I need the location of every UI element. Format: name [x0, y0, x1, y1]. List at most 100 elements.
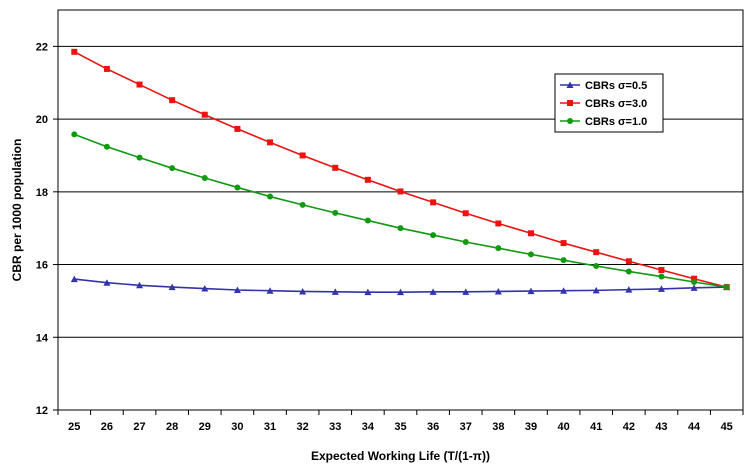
- data-point: [397, 225, 404, 232]
- data-point: [527, 287, 535, 295]
- data-point: [332, 209, 339, 216]
- data-point: [593, 249, 600, 256]
- legend-label: CBRs σ=3.0: [585, 98, 647, 110]
- legend: CBRs σ=0.5 CBRs σ=3.0 CBRs σ=1.0: [554, 73, 664, 133]
- data-point: [136, 281, 144, 289]
- x-tick-label: 27: [133, 421, 145, 433]
- data-point: [658, 273, 665, 280]
- x-tick-label: 34: [362, 421, 375, 433]
- data-point: [625, 258, 632, 265]
- x-tick-label: 37: [460, 421, 472, 433]
- x-tick-label: 28: [166, 421, 178, 433]
- data-point: [397, 288, 404, 296]
- data-point: [527, 251, 534, 258]
- data-point: [103, 143, 110, 150]
- data-point: [462, 239, 469, 245]
- legend-item: CBRs σ=1.0: [560, 116, 647, 128]
- x-tick-label: 35: [394, 421, 406, 433]
- data-point: [364, 176, 371, 183]
- data-point: [560, 287, 568, 294]
- data-point: [267, 193, 274, 200]
- data-point: [299, 152, 306, 159]
- data-point: [234, 184, 241, 191]
- data-point: [299, 287, 307, 295]
- y-tick-label: 18: [36, 187, 48, 199]
- x-tick-label: 26: [101, 421, 113, 433]
- data-point: [429, 288, 437, 295]
- data-point: [267, 139, 274, 146]
- data-point: [723, 284, 730, 291]
- data-point: [266, 287, 274, 294]
- data-point: [494, 287, 502, 295]
- y-tick-label: 22: [36, 41, 48, 53]
- plot-area: [57, 9, 744, 411]
- x-tick-label: 42: [623, 421, 635, 433]
- data-point: [169, 165, 176, 172]
- legend-item: CBRs σ=3.0: [560, 98, 647, 110]
- x-tick-label: 29: [199, 421, 211, 433]
- data-point: [430, 232, 437, 239]
- data-point: [560, 240, 567, 247]
- data-point: [527, 230, 534, 237]
- data-point: [462, 288, 470, 295]
- x-tick-label: 40: [557, 421, 569, 433]
- x-tick-label: 30: [231, 421, 243, 433]
- series-layer: [70, 48, 731, 296]
- x-tick-label: 32: [297, 421, 309, 433]
- data-point: [299, 201, 306, 208]
- data-point: [625, 268, 632, 275]
- x-axis-title: Expected Working Life (T/(1-π)): [311, 449, 490, 463]
- series-3: [71, 131, 730, 291]
- y-axis-ticks: 12 14 16 18 20 22: [36, 41, 58, 417]
- data-point: [657, 285, 665, 292]
- data-point: [658, 267, 665, 273]
- y-tick-label: 20: [36, 114, 48, 126]
- data-point: [201, 175, 208, 181]
- data-point: [364, 217, 371, 224]
- x-tick-label: 36: [427, 421, 439, 433]
- data-point: [495, 245, 502, 252]
- data-point: [364, 288, 372, 296]
- data-point: [430, 199, 437, 206]
- data-point: [462, 210, 469, 217]
- data-point: [70, 275, 78, 283]
- data-point: [593, 263, 600, 269]
- series-2: [71, 48, 730, 291]
- data-point: [495, 220, 502, 227]
- data-point: [332, 164, 339, 171]
- x-tick-label: 44: [688, 421, 701, 433]
- data-point: [169, 97, 176, 104]
- x-tick-label: 43: [655, 421, 667, 433]
- legend-label: CBRs σ=1.0: [585, 116, 647, 128]
- data-point: [560, 257, 567, 264]
- data-point: [71, 131, 78, 138]
- y-axis-title: CBR per 1000 population: [10, 139, 24, 282]
- x-axis-ticks: 25 26 27 28 29 30 31 32 33 34 35 36 37 38 39 40 41 42 43 44…: [57, 410, 744, 433]
- legend-marker: [567, 118, 573, 124]
- legend-label: CBRs σ=0.5: [585, 80, 647, 92]
- x-tick-label: 45: [721, 421, 733, 433]
- data-point: [103, 65, 110, 72]
- data-point: [103, 279, 111, 286]
- data-point: [234, 125, 241, 132]
- x-tick-label: 41: [590, 421, 602, 433]
- legend-marker: [566, 81, 574, 88]
- data-point: [201, 111, 208, 118]
- data-point: [691, 275, 698, 282]
- data-point: [397, 188, 404, 195]
- data-point: [136, 154, 143, 161]
- y-tick-label: 12: [36, 405, 48, 417]
- x-tick-label: 33: [329, 421, 341, 433]
- data-point: [233, 286, 241, 293]
- data-point: [625, 286, 633, 293]
- legend-item: CBRs σ=0.5: [560, 80, 647, 92]
- x-tick-label: 39: [525, 421, 537, 433]
- y-tick-label: 14: [36, 332, 49, 344]
- data-point: [691, 279, 698, 285]
- data-point: [136, 81, 143, 88]
- x-tick-label: 25: [68, 421, 80, 433]
- data-point: [201, 285, 209, 292]
- data-point: [71, 48, 78, 55]
- data-point: [168, 283, 176, 291]
